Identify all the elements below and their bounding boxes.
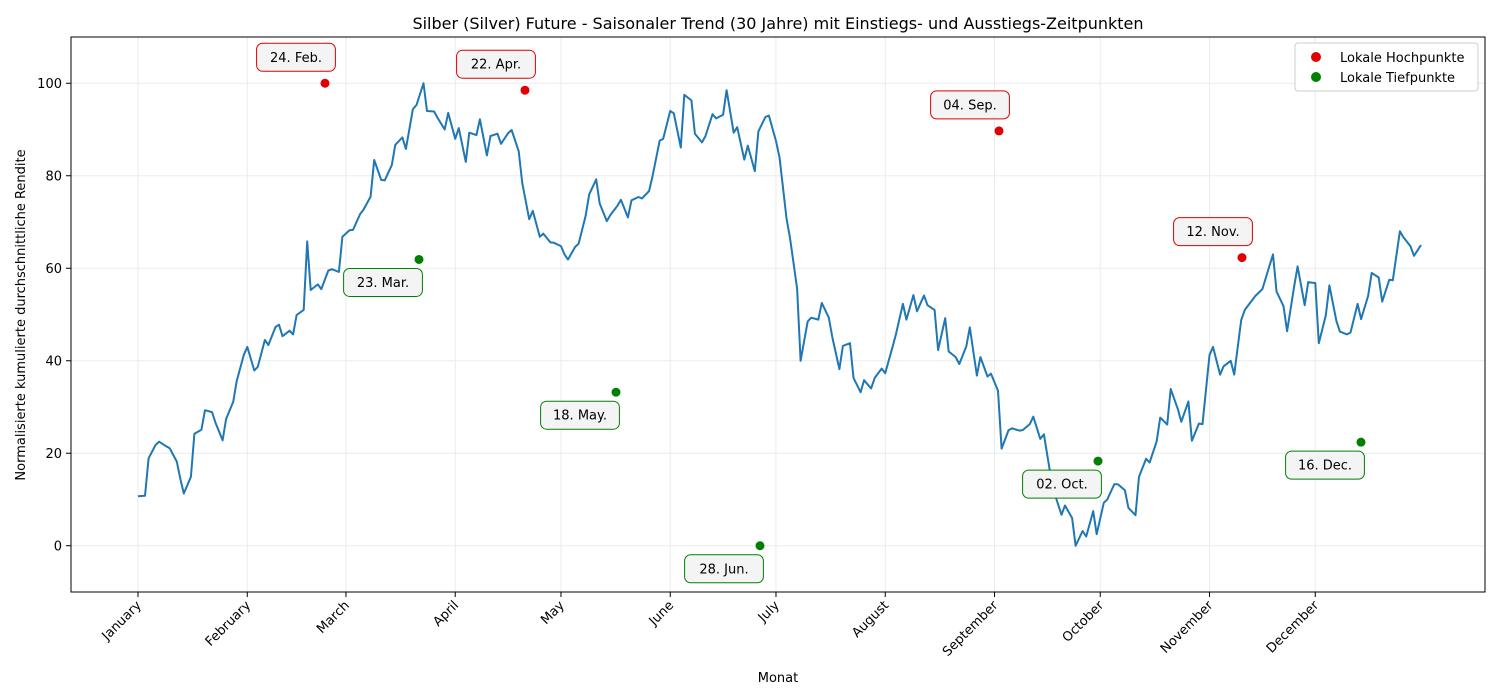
high-label-box-0 (256, 42, 336, 72)
y-tick-label-4: 80 (45, 169, 62, 184)
high-label-3: 12. Nov. (1186, 225, 1239, 240)
low-label-box-2 (684, 554, 764, 584)
legend-high-marker (1311, 52, 1321, 62)
high-label-box-2 (930, 90, 1010, 120)
y-tick-label-3: 60 (45, 262, 62, 277)
high-marker-0 (320, 78, 330, 88)
high-label-0: 24. Feb. (270, 51, 322, 66)
y-tick-label-5: 100 (37, 77, 62, 92)
legend: Lokale Hochpunkte Lokale Tiefpunkte (1294, 42, 1479, 92)
low-label-4: 16. Dec. (1298, 459, 1352, 474)
high-label-1: 22. Apr. (471, 58, 521, 73)
low-marker-3 (1093, 456, 1103, 466)
y-tick-label-1: 20 (45, 447, 62, 462)
legend-low-marker (1311, 72, 1321, 82)
low-label-box-4 (1285, 450, 1365, 480)
y-tick-label-0: 0 (54, 539, 62, 554)
high-marker-1 (520, 85, 530, 95)
marker-layer (320, 78, 1366, 551)
low-marker-4 (1356, 437, 1366, 447)
low-marker-0 (414, 254, 424, 264)
low-marker-1 (611, 387, 621, 397)
low-label-box-1 (540, 400, 620, 430)
legend-high-label: Lokale Hochpunkte (1340, 51, 1464, 66)
high-marker-3 (1237, 253, 1247, 263)
series-line-layer (137, 82, 1422, 547)
high-label-box-1 (456, 49, 536, 79)
x-axis-label: Monat (758, 671, 798, 686)
low-label-2: 28. Jun. (699, 562, 748, 577)
low-label-3: 02. Oct. (1036, 478, 1087, 493)
legend-low-label: Lokale Tiefpunkte (1340, 71, 1455, 86)
high-label-box-3 (1173, 217, 1253, 247)
y-tick-label-2: 40 (45, 354, 62, 369)
low-label-1: 18. May. (553, 409, 607, 424)
low-label-box-0 (343, 267, 423, 297)
annotation-layer: 24. Feb. 22. Apr. 04. Sep. 12. Nov. 23. Mar.… (256, 42, 1365, 584)
plot-frame (70, 36, 1486, 593)
low-label-box-3 (1022, 469, 1102, 499)
high-marker-2 (994, 126, 1004, 136)
low-marker-2 (755, 541, 765, 551)
y-axis-label: Normalisierte kumulierte durchschnittlic… (14, 149, 29, 480)
grid-lines (71, 37, 1485, 592)
low-label-0: 23. Mar. (357, 276, 409, 291)
high-label-2: 04. Sep. (943, 98, 996, 113)
legend-box (1294, 42, 1479, 92)
chart-title: Silber (Silver) Future - Saisonaler Tren… (412, 14, 1143, 33)
series-line-0 (137, 82, 1422, 547)
